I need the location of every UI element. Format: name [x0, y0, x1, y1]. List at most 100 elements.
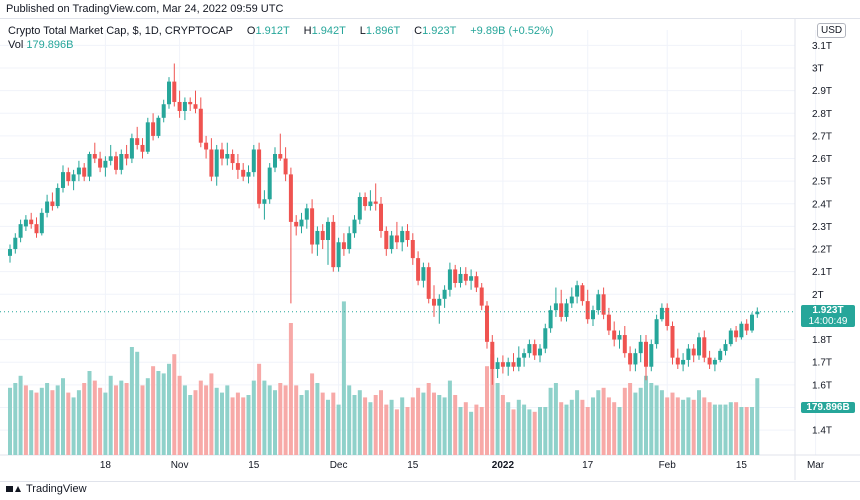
candle — [145, 117, 150, 155]
volume-bar — [442, 397, 447, 455]
volume-bar — [283, 385, 288, 455]
candle — [453, 264, 458, 288]
candle — [61, 165, 65, 193]
volume-bar — [230, 397, 235, 455]
candle-body — [458, 273, 463, 283]
volume-bar — [135, 351, 140, 455]
volume-bar — [702, 397, 707, 455]
candle-body — [29, 219, 34, 225]
candle-body — [734, 330, 739, 338]
candle — [135, 126, 140, 150]
candle — [553, 287, 558, 317]
candle — [511, 353, 516, 372]
volume-bar — [257, 363, 262, 455]
candle — [447, 262, 452, 297]
volume-bar — [161, 373, 166, 455]
volume-bar — [140, 385, 145, 455]
volume-bar — [347, 385, 352, 455]
volume-bar — [532, 411, 537, 455]
candle-body — [628, 353, 633, 365]
volume-bar — [495, 383, 500, 455]
candle-body — [257, 149, 262, 204]
candle-body — [580, 285, 585, 302]
volume-bar — [341, 301, 346, 455]
candle — [734, 325, 739, 342]
candle-body — [71, 174, 76, 182]
volume-bar — [304, 390, 309, 455]
candle-body — [575, 285, 580, 297]
open-label: O — [246, 25, 256, 37]
volume-bar — [697, 390, 701, 455]
volume-bar — [82, 383, 87, 455]
volume-bar — [320, 392, 325, 455]
x-tick-label: Nov — [171, 460, 189, 471]
candle-body — [538, 348, 542, 356]
volume-bar — [193, 390, 198, 455]
candle-body — [341, 242, 346, 250]
candle-body — [522, 353, 527, 358]
candle — [707, 350, 712, 369]
candle — [257, 142, 262, 209]
volume-bar — [357, 390, 362, 455]
volume-bar — [310, 373, 315, 455]
volume-bar — [633, 392, 638, 455]
y-tick-label: 1.4T — [812, 426, 832, 437]
volume-bar — [156, 371, 161, 455]
candle — [458, 267, 463, 288]
volume-bar — [538, 407, 542, 455]
volume-badge: 179.896B — [801, 402, 855, 413]
candle-body — [654, 319, 659, 345]
open-value: 1.912T — [255, 25, 290, 37]
candle — [198, 97, 203, 148]
candle — [66, 167, 71, 186]
candle — [379, 197, 383, 238]
candle-body — [294, 221, 299, 227]
candle-body — [230, 154, 235, 164]
candle-body — [368, 201, 373, 207]
currency-button[interactable]: USD — [817, 23, 847, 38]
candle-body — [55, 187, 60, 207]
candle-body — [98, 158, 103, 168]
candle — [71, 169, 76, 191]
candle-body — [527, 344, 532, 354]
candle-body — [66, 172, 71, 182]
candle — [204, 135, 209, 159]
candle — [543, 323, 548, 354]
volume-bar — [744, 407, 749, 455]
volume-bar — [114, 385, 118, 455]
volume-bar — [755, 378, 760, 455]
candle-body — [400, 230, 405, 243]
candle — [50, 192, 55, 211]
candle-body — [310, 208, 315, 245]
candle-body — [8, 249, 12, 256]
symbol-title: Crypto Total Market Cap, $, 1D, CRYPTOCA… — [8, 25, 233, 37]
candle-body — [495, 362, 500, 369]
candle — [400, 226, 405, 252]
candle-body — [220, 149, 224, 159]
volume-bar — [220, 392, 224, 455]
volume-bar — [379, 390, 383, 455]
volume-bar — [336, 404, 341, 455]
candle-body — [469, 276, 474, 281]
candle — [98, 151, 103, 173]
candle — [516, 346, 521, 372]
volume-bar — [659, 390, 664, 455]
candle-body — [326, 221, 330, 240]
candle — [432, 285, 436, 317]
y-tick-label: 3T — [812, 64, 824, 75]
candle-body — [394, 235, 399, 243]
candle-body — [543, 328, 548, 349]
volume-bar — [167, 363, 171, 455]
candle — [251, 144, 256, 177]
x-tick-label: Mar — [807, 460, 825, 471]
candle-body — [686, 348, 691, 360]
candle — [495, 357, 500, 379]
volume-bar — [739, 407, 744, 455]
candle-body — [432, 298, 436, 306]
candle — [39, 208, 44, 236]
candle-body — [601, 294, 606, 315]
candle — [750, 312, 754, 333]
candle-body — [702, 337, 707, 358]
volume-bar — [299, 395, 304, 455]
